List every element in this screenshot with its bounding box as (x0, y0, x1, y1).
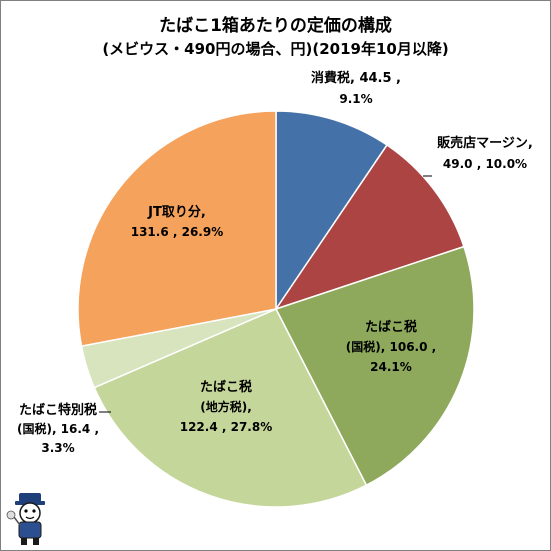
mascot-icon (6, 493, 45, 545)
slice-label-line: たばこ特別税 (19, 402, 97, 418)
slice-label-line: (国税), 16.4 , (17, 421, 99, 436)
slice-label-line: JT取り分, (147, 204, 206, 220)
slice-label-line: 9.1% (339, 92, 372, 106)
slice-label-line: 消費税, 44.5 , (311, 70, 401, 86)
slice-label-line: たばこ税 (365, 319, 417, 335)
slice-label-line: 販売店マージン, (437, 135, 533, 151)
slice-label-line: 122.4 , 27.8% (180, 420, 273, 434)
slice-label: JT取り分, 131.6 , 26.9% (131, 204, 224, 239)
slice-label-line: 131.6 , 26.9% (131, 225, 224, 239)
pie-slice (274, 245, 475, 487)
pie-slice (77, 110, 277, 348)
slice-label-line: たばこ税 (200, 379, 252, 395)
pie-slice (275, 110, 389, 312)
slice-label-line: (国税), 106.0 , (346, 339, 436, 354)
slice-label: たばこ特別税 (国税), 16.4 , 3.3% (17, 402, 99, 455)
slice-label-line: 24.1% (370, 360, 412, 374)
slice-label: 販売店マージン, 49.0 , 10.0% (437, 135, 533, 171)
pie-slice (274, 143, 465, 311)
slice-label-line: (地方税), (200, 399, 252, 414)
chart-subtitle: (メビウス・490円の場合、円)(2019年10月以降) (102, 40, 449, 58)
chart-title: たばこ1箱あたりの定価の構成 (159, 16, 392, 36)
slice-label-line: 49.0 , 10.0% (443, 157, 527, 171)
slice-label-line: 3.3% (41, 441, 74, 455)
slice-label: たばこ税 (国税), 106.0 , 24.1% (346, 319, 436, 374)
slice-label: たばこ税 (地方税), 122.4 , 27.8% (180, 379, 273, 434)
slice-label: 消費税, 44.5 , 9.1% (311, 70, 401, 106)
